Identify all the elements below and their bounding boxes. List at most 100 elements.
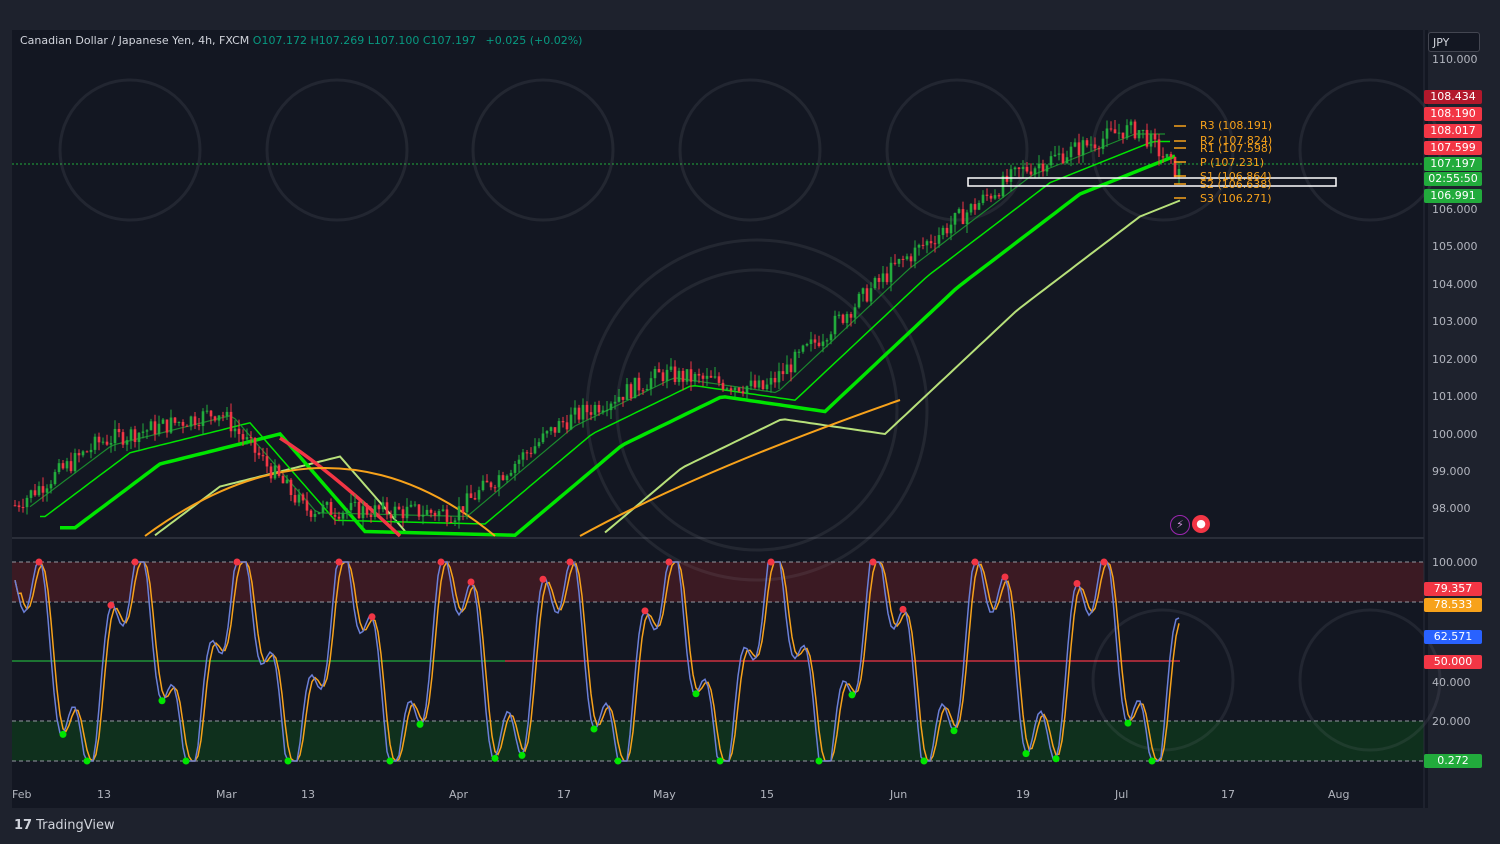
candle-body <box>481 480 485 491</box>
pivot-label: P (107.231) <box>1200 156 1265 169</box>
price-tick: 100.000 <box>1432 428 1478 441</box>
ema-50-line <box>40 140 1170 525</box>
candle-body <box>513 463 517 473</box>
candle-body <box>153 421 157 435</box>
overbought-dot <box>1100 558 1108 566</box>
price-badge: 108.190 <box>1424 107 1482 121</box>
support-resistance-box[interactable] <box>967 177 1337 187</box>
lightning-icon[interactable]: ⚡ <box>1170 515 1190 535</box>
candle-body <box>1073 142 1077 147</box>
oversold-dot <box>416 720 424 728</box>
time-tick: Jul <box>1115 788 1129 801</box>
candle-body <box>993 195 997 199</box>
candle-body <box>909 256 913 262</box>
candle-body <box>929 241 933 244</box>
candle-body <box>709 375 713 378</box>
candle-body <box>145 430 149 432</box>
candle-body <box>397 506 401 510</box>
candle-body <box>21 507 25 509</box>
chart-canvas[interactable] <box>12 30 1428 808</box>
candle-body <box>489 482 493 488</box>
candle-body <box>969 204 973 213</box>
candle-body <box>1125 125 1129 139</box>
candle-body <box>533 446 537 454</box>
candle-body <box>601 410 605 413</box>
candle-body <box>125 440 129 445</box>
candle-body <box>417 504 421 517</box>
candle-body <box>689 369 693 382</box>
candle-body <box>497 475 501 488</box>
oversold-dot <box>950 727 958 735</box>
time-tick: 17 <box>1221 788 1235 801</box>
candle-body <box>437 511 441 516</box>
candle-body <box>757 380 761 388</box>
osc-badge: 50.000 <box>1424 655 1482 669</box>
candle-body <box>189 416 193 427</box>
candle-body <box>89 449 93 453</box>
candle-body <box>165 419 169 433</box>
candle-body <box>1161 156 1165 158</box>
candle-body <box>1117 132 1121 134</box>
price-tick: 106.000 <box>1432 203 1478 216</box>
candle-body <box>749 380 753 387</box>
candle-body <box>29 490 33 498</box>
candle-body <box>41 486 45 493</box>
candle-body <box>1093 144 1097 149</box>
orange-ema-line <box>144 467 496 537</box>
candle-body <box>413 504 417 506</box>
tradingview-logo[interactable]: 17 TradingView <box>14 818 115 833</box>
candlesticks <box>13 119 1181 529</box>
candle-body <box>905 256 909 260</box>
candle-body <box>289 479 293 496</box>
candle-body <box>1081 140 1085 156</box>
candle-body <box>873 277 877 289</box>
candle-body <box>249 437 253 439</box>
candle-body <box>553 427 557 433</box>
candle-body <box>785 364 789 375</box>
oversold-dot <box>284 757 292 765</box>
candle-body <box>441 509 445 512</box>
overbought-zone <box>12 562 1424 602</box>
candle-body <box>917 244 921 248</box>
symbol-legend[interactable]: Canadian Dollar / Japanese Yen, 4h, FXCM… <box>20 34 582 47</box>
canada-flag-icon[interactable]: ● <box>1192 515 1210 533</box>
oversold-dot <box>590 725 598 733</box>
candle-body <box>1013 167 1017 170</box>
low-value: L107.100 <box>367 34 420 47</box>
candle-body <box>149 421 153 431</box>
candle-body <box>529 452 533 454</box>
candle-body <box>825 340 829 342</box>
candle-body <box>769 377 773 385</box>
oversold-zone <box>12 721 1424 761</box>
oversold-dot <box>59 730 67 738</box>
candle-body <box>1069 146 1073 158</box>
overbought-dot <box>107 601 115 609</box>
candle-body <box>213 416 217 421</box>
candle-body <box>633 377 637 399</box>
pivot-label: S3 (106.271) <box>1200 192 1272 205</box>
candle-body <box>1033 168 1037 175</box>
price-tick: 104.000 <box>1432 278 1478 291</box>
candle-body <box>705 375 709 379</box>
time-tick: Feb <box>12 788 32 801</box>
candle-body <box>1057 153 1061 155</box>
candle-body <box>589 412 593 415</box>
currency-selector[interactable]: JPY <box>1428 32 1480 52</box>
candle-body <box>925 241 929 246</box>
candle-body <box>693 373 697 382</box>
candle-body <box>429 509 433 513</box>
candle-body <box>173 417 177 423</box>
candle-body <box>269 466 273 479</box>
candle-body <box>677 370 681 382</box>
stoch-oscillator <box>14 558 1180 765</box>
candle-body <box>377 505 381 510</box>
overbought-dot <box>437 558 445 566</box>
overbought-dot <box>869 558 877 566</box>
candle-body <box>457 506 461 521</box>
candle-body <box>789 364 793 373</box>
candle-body <box>965 212 969 225</box>
candle-body <box>629 384 633 399</box>
candle-body <box>921 244 925 246</box>
candle-body <box>1053 154 1057 157</box>
